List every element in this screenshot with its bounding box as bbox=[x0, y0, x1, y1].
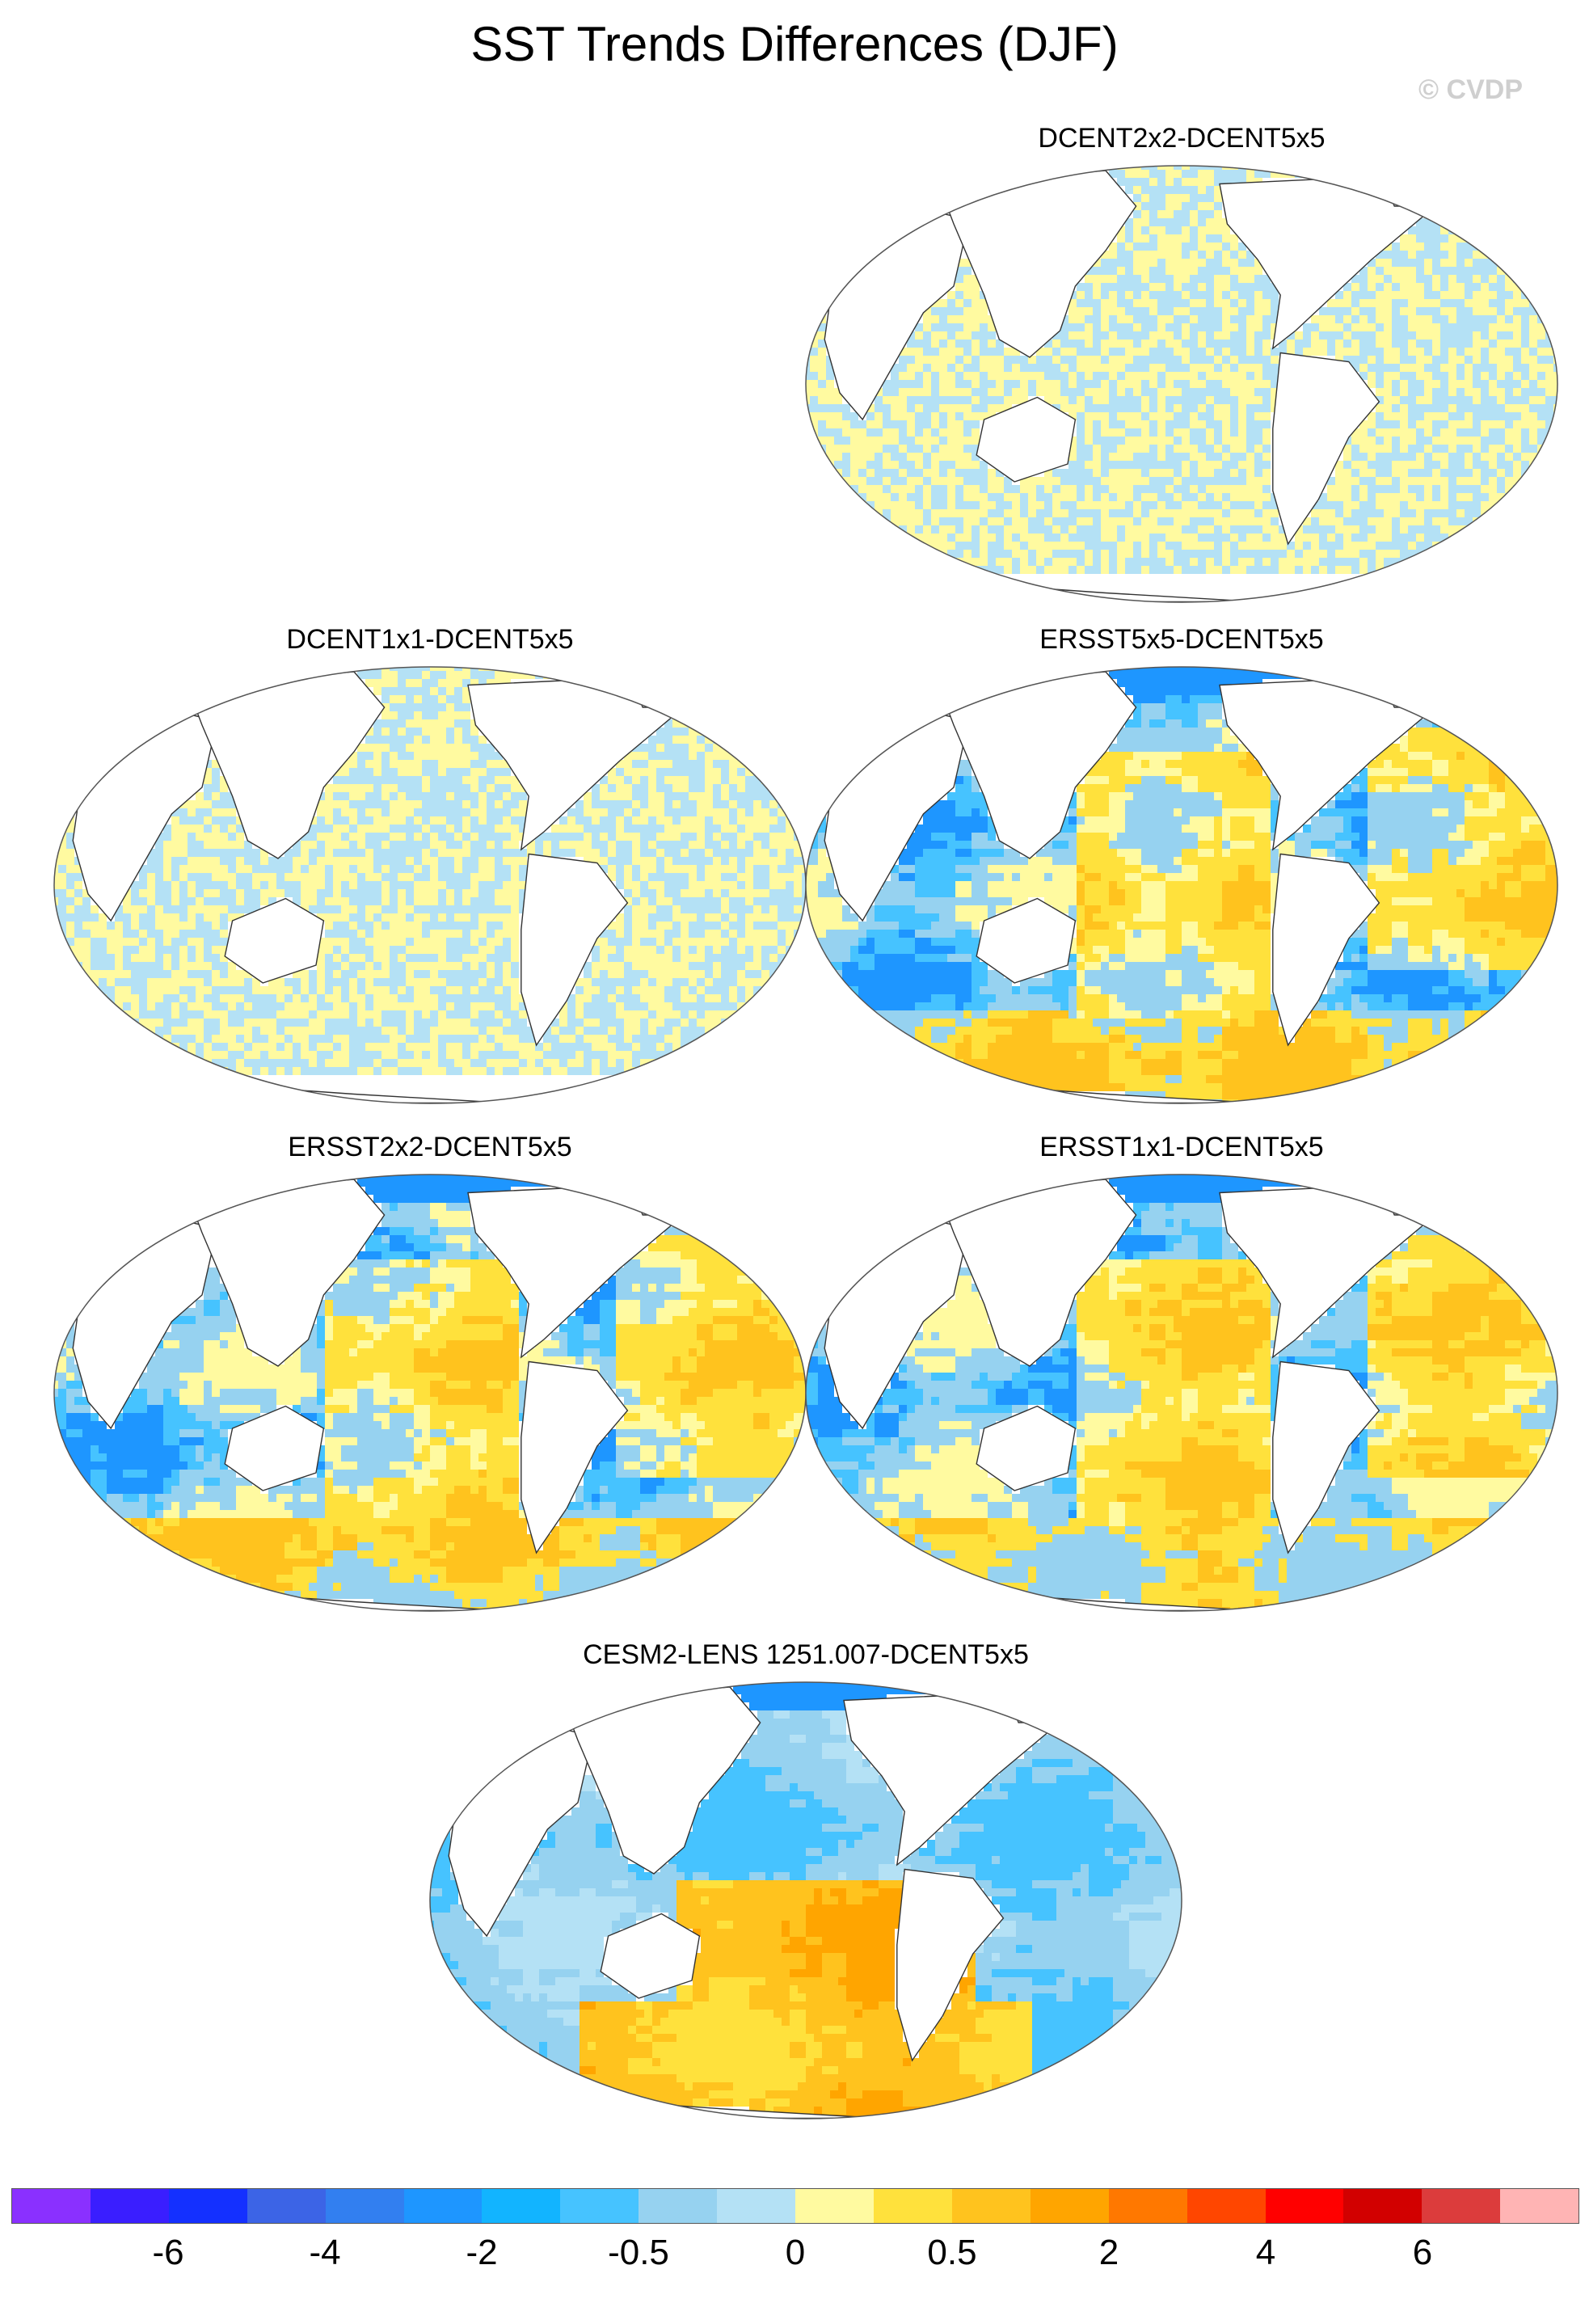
colorbar-swatch bbox=[795, 2189, 874, 2223]
map-panel-cesm2-lens: CESM2-LENS 1251.007-DCENT5x5 bbox=[426, 1639, 1186, 2123]
colorbar-swatch bbox=[639, 2189, 718, 2223]
colorbar-swatch bbox=[873, 2189, 952, 2223]
continent-outline bbox=[976, 396, 1077, 483]
continent-outline bbox=[562, 1686, 761, 1875]
continent-outline bbox=[186, 671, 386, 859]
panel-title: CESM2-LENS 1251.007-DCENT5x5 bbox=[426, 1639, 1186, 1671]
colorbar-swatch bbox=[1108, 2189, 1187, 2223]
continent-outline bbox=[1272, 352, 1380, 546]
colorbar-swatch bbox=[1500, 2189, 1579, 2223]
sst-field bbox=[806, 1175, 1557, 1611]
world-map bbox=[805, 666, 1558, 1104]
colorbar-swatch bbox=[1422, 2189, 1501, 2223]
colorbar-swatch bbox=[12, 2189, 91, 2223]
continent-outline bbox=[938, 671, 1137, 859]
colorbar-swatch bbox=[560, 2189, 639, 2223]
continent-outline bbox=[976, 897, 1077, 984]
colorbar-swatch bbox=[1186, 2189, 1266, 2223]
continent-outline bbox=[938, 170, 1137, 358]
colorbar-swatch bbox=[247, 2189, 326, 2223]
colorbar-tick-label: 0.5 bbox=[927, 2233, 976, 2273]
colorbar-swatch bbox=[717, 2189, 796, 2223]
sst-field bbox=[806, 667, 1557, 1103]
map-border bbox=[805, 1174, 1558, 1612]
continent-outline bbox=[626, 671, 705, 708]
continent-outline bbox=[875, 579, 1486, 602]
world-map bbox=[805, 165, 1558, 603]
world-map bbox=[429, 1681, 1182, 2119]
figure-title: SST Trends Differences (DJF) bbox=[0, 16, 1589, 72]
map-panel-dcent2x2: DCENT2x2-DCENT5x5 bbox=[802, 123, 1562, 606]
continent-outline bbox=[1002, 1686, 1081, 1723]
colorbar-swatch bbox=[1265, 2189, 1344, 2223]
map-border bbox=[805, 666, 1558, 1104]
colorbar-swatch bbox=[325, 2189, 404, 2223]
colorbar-swatch bbox=[482, 2189, 561, 2223]
sst-field bbox=[430, 1682, 1182, 2119]
continent-outline bbox=[124, 1080, 735, 1103]
panel-title: ERSST2x2-DCENT5x5 bbox=[50, 1132, 810, 1163]
continent-outline bbox=[224, 897, 325, 984]
continent-outline bbox=[1272, 853, 1380, 1047]
continent-outline bbox=[976, 1405, 1077, 1491]
colorbar bbox=[11, 2188, 1579, 2224]
map-panel-ersst1x1: ERSST1x1-DCENT5x5 bbox=[802, 1132, 1562, 1615]
continent-outline bbox=[1378, 671, 1456, 708]
colorbar-tick-label: 2 bbox=[1099, 2233, 1119, 2273]
panel-title: DCENT2x2-DCENT5x5 bbox=[802, 123, 1562, 154]
watermark: © CVDP bbox=[1418, 74, 1523, 106]
colorbar-swatch bbox=[951, 2189, 1031, 2223]
map-panel-ersst2x2: ERSST2x2-DCENT5x5 bbox=[50, 1132, 810, 1615]
colorbar-swatch bbox=[168, 2189, 247, 2223]
colorbar-tick-label: -2 bbox=[466, 2233, 497, 2273]
continent-outline bbox=[1378, 170, 1456, 207]
colorbar-swatch bbox=[403, 2189, 483, 2223]
colorbar-swatch bbox=[1343, 2189, 1423, 2223]
colorbar-tick-label: -0.5 bbox=[608, 2233, 669, 2273]
panel-title: ERSST5x5-DCENT5x5 bbox=[802, 624, 1562, 656]
continent-outline bbox=[1272, 1360, 1380, 1554]
world-map bbox=[53, 666, 807, 1104]
continent-outline bbox=[521, 1360, 629, 1554]
continent-outline bbox=[626, 1179, 705, 1216]
continent-outline bbox=[896, 1868, 1005, 2062]
colorbar-swatch bbox=[1030, 2189, 1109, 2223]
world-map bbox=[53, 1174, 807, 1612]
map-border bbox=[429, 1681, 1182, 2119]
continent-outline bbox=[224, 1405, 325, 1491]
colorbar-tick-label: 4 bbox=[1256, 2233, 1275, 2273]
sst-field bbox=[54, 667, 806, 1103]
continent-outline bbox=[186, 1179, 386, 1367]
panel-title: ERSST1x1-DCENT5x5 bbox=[802, 1132, 1562, 1163]
sst-field bbox=[806, 166, 1557, 602]
colorbar-tick-label: 6 bbox=[1413, 2233, 1432, 2273]
panel-title: DCENT1x1-DCENT5x5 bbox=[50, 624, 810, 656]
map-border bbox=[805, 165, 1558, 603]
world-map bbox=[805, 1174, 1558, 1612]
colorbar-swatch bbox=[90, 2189, 169, 2223]
continent-outline bbox=[600, 1913, 701, 1999]
continent-outline bbox=[1378, 1179, 1456, 1216]
map-panel-ersst5x5: ERSST5x5-DCENT5x5 bbox=[802, 624, 1562, 1107]
colorbar-labels: -6 -4 -2 -0.5 0 0.5 2 4 6 bbox=[11, 2233, 1579, 2281]
continent-outline bbox=[938, 1179, 1137, 1367]
colorbar-tick-label: -4 bbox=[309, 2233, 340, 2273]
colorbar-tick-label: 0 bbox=[786, 2233, 805, 2273]
sst-field bbox=[54, 1175, 806, 1611]
colorbar-tick-label: -6 bbox=[152, 2233, 183, 2273]
map-panel-dcent1x1: DCENT1x1-DCENT5x5 bbox=[50, 624, 810, 1107]
continent-outline bbox=[521, 853, 629, 1047]
